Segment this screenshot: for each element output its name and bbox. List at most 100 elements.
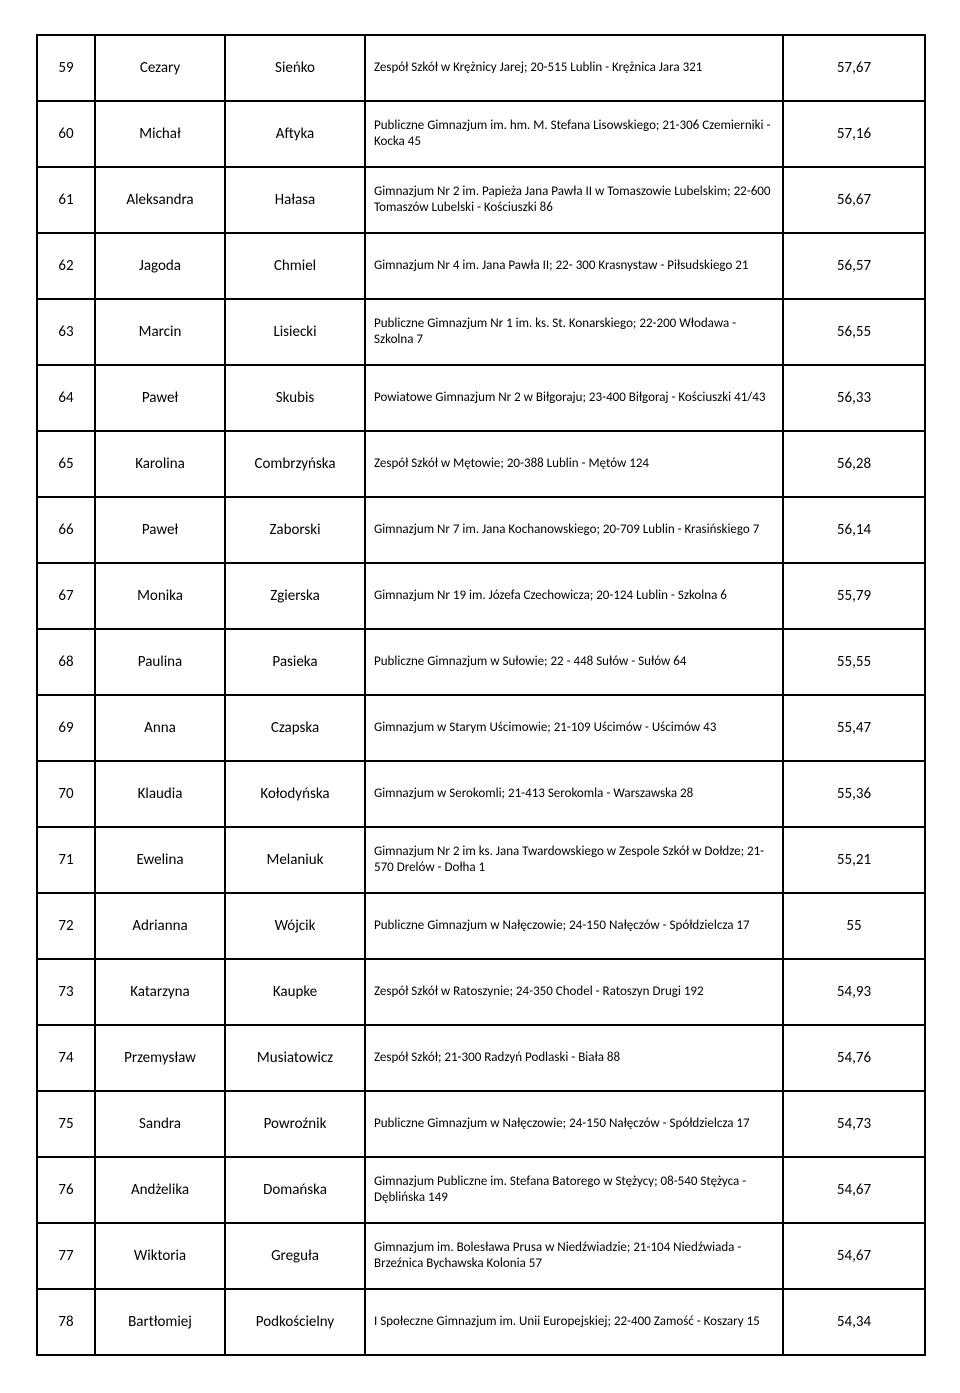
table-row: 65KarolinaCombrzyńskaZespół Szkół w Męto… [37,431,925,497]
cell-num: 66 [37,497,95,563]
table-row: 66PawełZaborskiGimnazjum Nr 7 im. Jana K… [37,497,925,563]
table-row: 61AleksandraHałasaGimnazjum Nr 2 im. Pap… [37,167,925,233]
cell-score: 56,14 [783,497,925,563]
table-row: 60MichałAftykaPubliczne Gimnazjum im. hm… [37,101,925,167]
cell-score: 56,28 [783,431,925,497]
cell-score: 55,79 [783,563,925,629]
table-row: 75SandraPowroźnikPubliczne Gimnazjum w N… [37,1091,925,1157]
table-row: 63MarcinLisieckiPubliczne Gimnazjum Nr 1… [37,299,925,365]
cell-school: Zespół Szkół w Mętowie; 20-388 Lublin - … [365,431,783,497]
cell-first: Monika [95,563,225,629]
cell-num: 63 [37,299,95,365]
cell-first: Przemysław [95,1025,225,1091]
cell-num: 77 [37,1223,95,1289]
cell-first: Klaudia [95,761,225,827]
cell-last: Czapska [225,695,365,761]
cell-num: 68 [37,629,95,695]
cell-num: 75 [37,1091,95,1157]
cell-score: 56,57 [783,233,925,299]
cell-num: 71 [37,827,95,893]
cell-first: Adrianna [95,893,225,959]
cell-last: Greguła [225,1223,365,1289]
cell-last: Skubis [225,365,365,431]
cell-school: Gimnazjum Publiczne im. Stefana Batorego… [365,1157,783,1223]
cell-school: Gimnazjum im. Bolesława Prusa w Niedźwia… [365,1223,783,1289]
cell-score: 54,67 [783,1223,925,1289]
table-row: 74PrzemysławMusiatowiczZespół Szkół; 21-… [37,1025,925,1091]
cell-first: Sandra [95,1091,225,1157]
cell-school: Publiczne Gimnazjum Nr 1 im. ks. St. Kon… [365,299,783,365]
table-row: 73KatarzynaKaupkeZespół Szkół w Ratoszyn… [37,959,925,1025]
cell-num: 72 [37,893,95,959]
cell-score: 54,34 [783,1289,925,1355]
cell-score: 54,76 [783,1025,925,1091]
cell-score: 55 [783,893,925,959]
cell-num: 61 [37,167,95,233]
cell-num: 60 [37,101,95,167]
cell-last: Kołodyńska [225,761,365,827]
cell-first: Katarzyna [95,959,225,1025]
cell-last: Podkościelny [225,1289,365,1355]
cell-last: Kaupke [225,959,365,1025]
cell-last: Domańska [225,1157,365,1223]
cell-num: 69 [37,695,95,761]
results-table-body: 59CezarySieńkoZespół Szkół w Krężnicy Ja… [37,35,925,1355]
cell-num: 73 [37,959,95,1025]
cell-last: Wójcik [225,893,365,959]
cell-school: Publiczne Gimnazjum w Nałęczowie; 24-150… [365,1091,783,1157]
cell-last: Lisiecki [225,299,365,365]
table-row: 71EwelinaMelaniukGimnazjum Nr 2 im ks. J… [37,827,925,893]
table-row: 70KlaudiaKołodyńskaGimnazjum w Serokomli… [37,761,925,827]
table-row: 77WiktoriaGregułaGimnazjum im. Bolesława… [37,1223,925,1289]
cell-school: Gimnazjum w Starym Uścimowie; 21-109 Uśc… [365,695,783,761]
cell-num: 65 [37,431,95,497]
cell-first: Paweł [95,365,225,431]
cell-first: Anna [95,695,225,761]
results-table: 59CezarySieńkoZespół Szkół w Krężnicy Ja… [36,34,926,1356]
cell-score: 54,67 [783,1157,925,1223]
cell-score: 56,67 [783,167,925,233]
cell-school: Gimnazjum Nr 7 im. Jana Kochanowskiego; … [365,497,783,563]
cell-last: Musiatowicz [225,1025,365,1091]
cell-last: Sieńko [225,35,365,101]
table-row: 72AdriannaWójcikPubliczne Gimnazjum w Na… [37,893,925,959]
cell-school: Powiatowe Gimnazjum Nr 2 w Biłgoraju; 23… [365,365,783,431]
cell-school: Gimnazjum Nr 19 im. Józefa Czechowicza; … [365,563,783,629]
cell-score: 56,33 [783,365,925,431]
cell-num: 67 [37,563,95,629]
cell-score: 55,21 [783,827,925,893]
cell-last: Melaniuk [225,827,365,893]
cell-school: Zespół Szkół w Krężnicy Jarej; 20-515 Lu… [365,35,783,101]
cell-school: Publiczne Gimnazjum im. hm. M. Stefana L… [365,101,783,167]
cell-last: Zaborski [225,497,365,563]
cell-score: 54,73 [783,1091,925,1157]
table-row: 62JagodaChmielGimnazjum Nr 4 im. Jana Pa… [37,233,925,299]
cell-school: Publiczne Gimnazjum w Nałęczowie; 24-150… [365,893,783,959]
cell-score: 57,16 [783,101,925,167]
cell-last: Aftyka [225,101,365,167]
cell-last: Combrzyńska [225,431,365,497]
table-row: 76AndżelikaDomańskaGimnazjum Publiczne i… [37,1157,925,1223]
table-row: 69AnnaCzapskaGimnazjum w Starym Uścimowi… [37,695,925,761]
table-row: 67MonikaZgierskaGimnazjum Nr 19 im. Józe… [37,563,925,629]
cell-first: Andżelika [95,1157,225,1223]
cell-first: Karolina [95,431,225,497]
cell-score: 54,93 [783,959,925,1025]
cell-first: Aleksandra [95,167,225,233]
cell-score: 55,36 [783,761,925,827]
cell-school: Publiczne Gimnazjum w Sułowie; 22 - 448 … [365,629,783,695]
cell-score: 55,55 [783,629,925,695]
cell-school: Gimnazjum Nr 2 im. Papieża Jana Pawła II… [365,167,783,233]
cell-last: Powroźnik [225,1091,365,1157]
cell-school: Zespół Szkół; 21-300 Radzyń Podlaski - B… [365,1025,783,1091]
cell-first: Wiktoria [95,1223,225,1289]
cell-first: Michał [95,101,225,167]
table-row: 78BartłomiejPodkościelnyI Społeczne Gimn… [37,1289,925,1355]
cell-last: Zgierska [225,563,365,629]
cell-first: Bartłomiej [95,1289,225,1355]
cell-score: 55,47 [783,695,925,761]
cell-num: 76 [37,1157,95,1223]
cell-last: Hałasa [225,167,365,233]
table-row: 64PawełSkubisPowiatowe Gimnazjum Nr 2 w … [37,365,925,431]
cell-first: Jagoda [95,233,225,299]
